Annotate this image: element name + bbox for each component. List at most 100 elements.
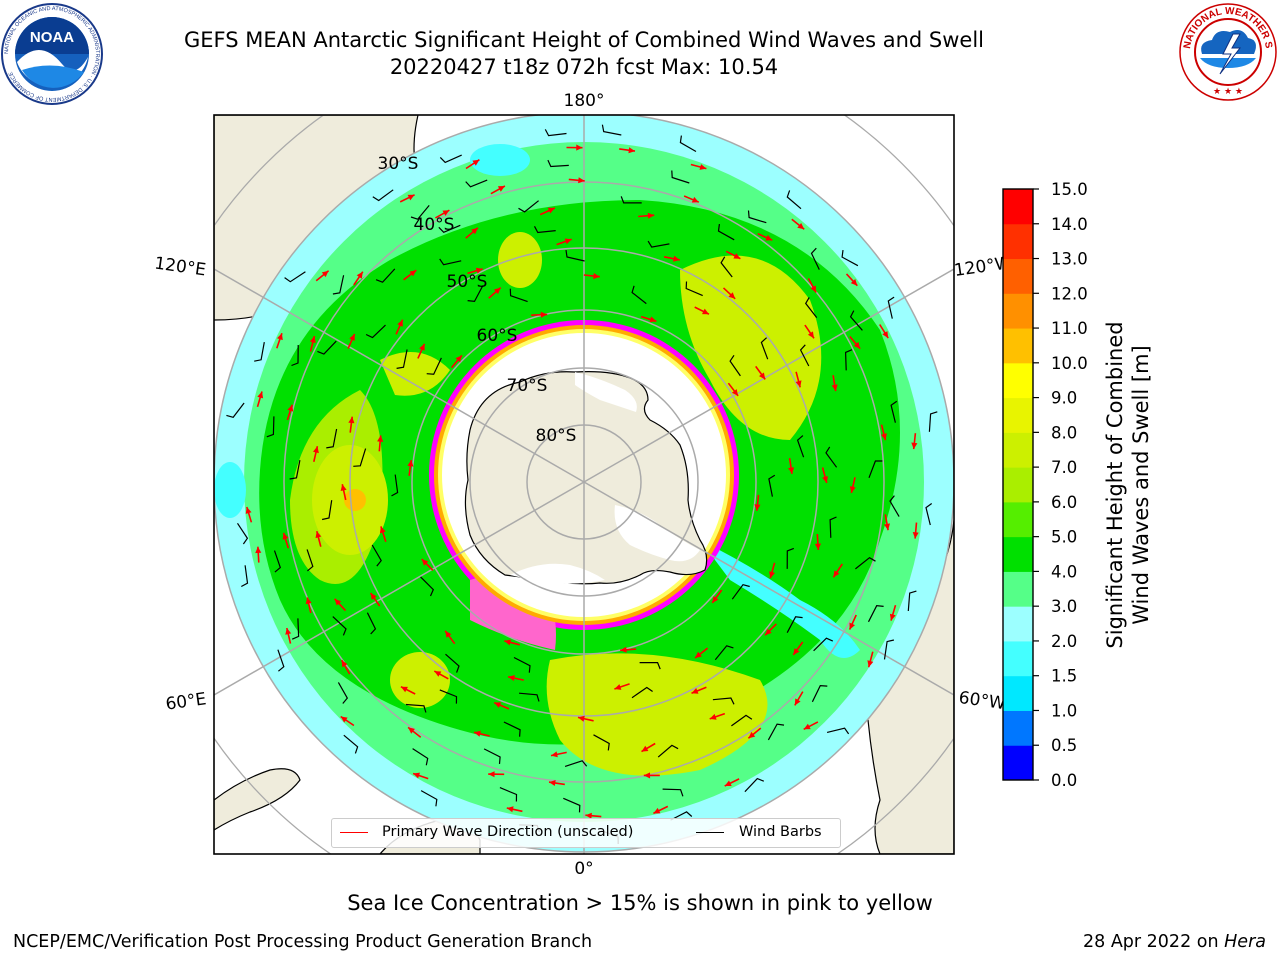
wind-barb [291, 344, 299, 367]
wave-arrow-head [769, 571, 775, 579]
wave-arrow-head [506, 806, 514, 813]
svg-text:★ ★ ★: ★ ★ ★ [1213, 87, 1243, 97]
colorbar-tick-label: 9.0 [1051, 389, 1077, 408]
wave-arrow-head [884, 523, 890, 531]
colorbar-segment [1003, 223, 1033, 260]
wind-barb [439, 258, 462, 266]
wind-barb [565, 250, 585, 262]
wind-barb [679, 135, 697, 153]
wind-barb [513, 656, 531, 673]
wave-arrow-head [540, 311, 548, 318]
wind-barb [810, 247, 820, 270]
wave-arrow-head [508, 675, 515, 681]
wind-barb [375, 268, 396, 283]
svg-text:NOAA: NOAA [30, 29, 74, 46]
wind-barb [439, 689, 458, 704]
wind-barb [925, 503, 933, 526]
wind-barb [332, 616, 347, 636]
lat-label-50s: 50°S [447, 272, 488, 292]
wind-barb [799, 344, 810, 367]
colorbar-segment [1003, 501, 1033, 538]
wind-barb [811, 684, 828, 703]
wave-arrow-head [370, 593, 377, 600]
wave-arrow-head [379, 526, 386, 534]
wave-arrow-head [442, 210, 450, 216]
wave-arrow-head [881, 433, 887, 441]
wind-barb [366, 612, 377, 635]
wave-arrow-head [814, 543, 821, 550]
colorbar-segment [1003, 710, 1033, 746]
wave-arrow-head [434, 671, 442, 677]
wave-arrow-head [313, 446, 319, 454]
wave-arrow-head [277, 333, 283, 341]
wind-barb [867, 605, 884, 623]
wave-arrow-head [620, 646, 627, 653]
wave-arrow-head [494, 702, 502, 708]
wind-barb [353, 448, 367, 467]
colorbar-tick-label: 0.5 [1051, 736, 1077, 755]
colorbar-tick-label: 3.0 [1051, 597, 1077, 616]
wind-barb [337, 682, 349, 704]
wave-arrow-head [488, 771, 495, 778]
wave-arrow-head [882, 331, 889, 339]
wind-barb [332, 275, 345, 295]
wind-barb [321, 500, 333, 521]
wave-arrow-head [724, 780, 732, 786]
colorbar-segment [1003, 606, 1033, 642]
wind-barb [544, 129, 567, 137]
wind-barb [254, 341, 265, 362]
wave-arrow-head [321, 270, 329, 278]
credit-left: NCEP/EMC/Verification Post Processing Pr… [13, 932, 593, 952]
wind-barb [760, 337, 769, 360]
wave-arrow-head [699, 164, 707, 170]
wave-arrow-head [282, 532, 289, 540]
wind-barb [306, 549, 314, 572]
wave-arrow-head [691, 196, 699, 203]
wave-arrow-head [709, 713, 717, 720]
wind-barb [804, 297, 818, 318]
wave-arrow-head [793, 648, 800, 655]
wind-barb [685, 281, 703, 297]
wave-arrow-head [287, 404, 294, 412]
wind-barb [826, 727, 850, 735]
wave-arrow-head [748, 731, 756, 739]
wind-barb [841, 250, 859, 267]
wave-arrow-head [733, 253, 741, 259]
wave-arrow-head [445, 630, 452, 638]
wind-barb [729, 354, 741, 377]
wind-barb [372, 189, 394, 202]
wind-barb [731, 714, 753, 727]
wave-arrow-head [349, 333, 355, 341]
wind-barb [593, 734, 610, 751]
wind-barb [714, 645, 734, 661]
wind-barb [855, 556, 876, 570]
wind-barb [883, 639, 895, 660]
colorbar-tick-label: 0.0 [1051, 771, 1077, 790]
wind-barb [519, 692, 540, 702]
colorbar-segment [1003, 258, 1033, 294]
wind-barb [439, 154, 462, 164]
wave-arrow-head [419, 343, 425, 351]
colorbar [1003, 189, 1033, 781]
wind-barb [601, 124, 622, 136]
wave-arrow-head [889, 613, 896, 621]
wave-arrow-head [673, 255, 680, 262]
wave-arrow-head [257, 391, 264, 399]
wave-arrow-head [341, 660, 348, 668]
wind-barb [670, 811, 693, 821]
wind-barb [662, 788, 684, 797]
lat-label-30s: 30°S [378, 154, 419, 174]
wave-arrow-head [551, 751, 558, 758]
wave-arrow-head [471, 227, 478, 235]
wave-arrow-head [397, 319, 403, 327]
wave-arrow-head [867, 660, 874, 668]
wind-barb [503, 721, 521, 737]
colorbar-tick-label: 5.0 [1051, 528, 1077, 547]
wind-barb [317, 340, 337, 355]
colorbar-segment [1003, 536, 1033, 572]
wave-arrow-head [647, 212, 655, 219]
colorbar-tick-label: 8.0 [1051, 423, 1077, 442]
colorbar-segment [1003, 675, 1033, 711]
wind-barb [277, 649, 285, 672]
